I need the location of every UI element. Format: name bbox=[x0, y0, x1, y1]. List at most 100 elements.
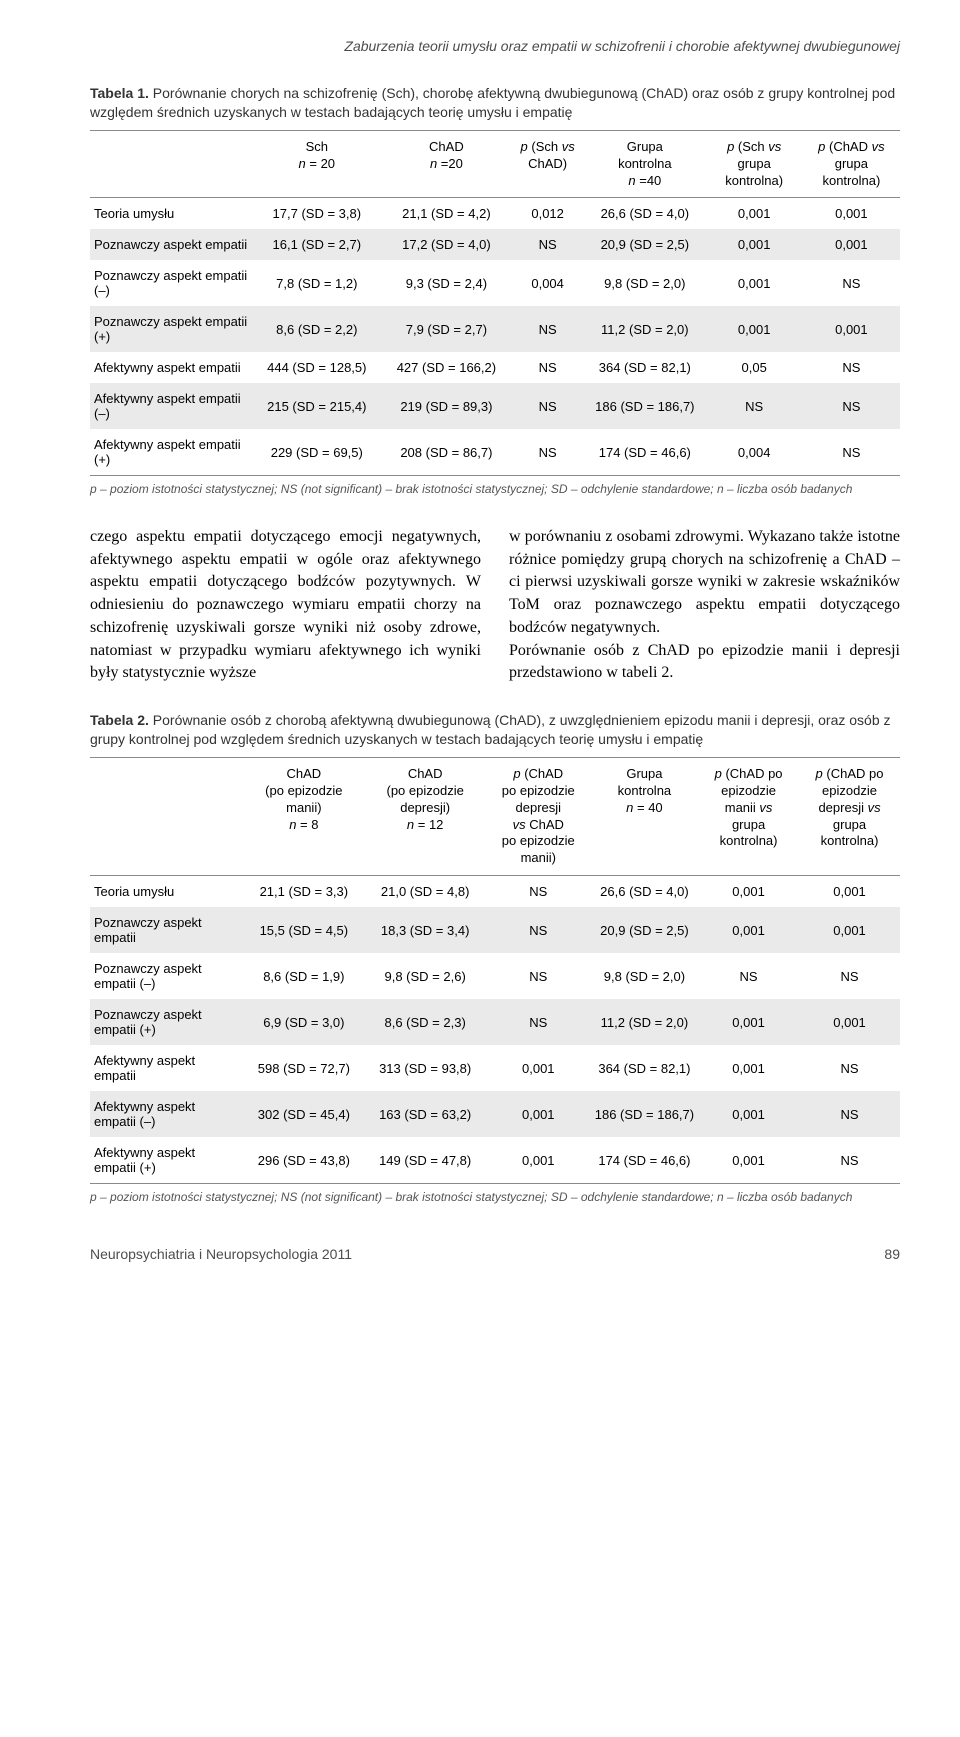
table1-label: Tabela 1. bbox=[90, 85, 149, 101]
table1-caption-text: Porównanie chorych na schizofrenię (Sch)… bbox=[90, 85, 895, 120]
table1-cell: 0,001 bbox=[803, 198, 900, 230]
body-columns: czego aspektu empatii dotyczącego emocji… bbox=[90, 526, 900, 685]
table2-caption-text: Porównanie osób z chorobą afektywną dwub… bbox=[90, 712, 891, 747]
table2-cell: NS bbox=[486, 907, 591, 953]
table2-cell: 6,9 (SD = 3,0) bbox=[243, 999, 364, 1045]
body-right: w porównaniu z osobami zdrowymi. Wykaza­… bbox=[509, 526, 900, 685]
table1: Schn = 20ChADn =20p (Sch vsChAD)Grupakon… bbox=[90, 130, 900, 477]
table2-cell: 186 (SD = 186,7) bbox=[591, 1091, 698, 1137]
table1-cell: 0,05 bbox=[706, 352, 803, 383]
table2-cell: 296 (SD = 43,8) bbox=[243, 1137, 364, 1184]
table1-cell: 215 (SD = 215,4) bbox=[252, 383, 382, 429]
table2-cell: Teoria umysłu bbox=[90, 876, 243, 908]
table1-cell: 0,004 bbox=[706, 429, 803, 476]
table1-cell: 0,001 bbox=[803, 306, 900, 352]
table1-cell: Afektywny aspekt empatii (–) bbox=[90, 383, 252, 429]
table1-cell: NS bbox=[511, 383, 584, 429]
table2-cell: NS bbox=[799, 953, 900, 999]
table2-cell: Afektywny aspekt empatii bbox=[90, 1045, 243, 1091]
table1-cell: 9,8 (SD = 2,0) bbox=[584, 260, 706, 306]
table1-cell: 0,001 bbox=[706, 198, 803, 230]
table2-cell: 9,8 (SD = 2,6) bbox=[365, 953, 486, 999]
table2-cell: 364 (SD = 82,1) bbox=[591, 1045, 698, 1091]
table2-header-cell: p (ChAD poepizodziedepresji vsgrupakontr… bbox=[799, 757, 900, 875]
table2-cell: 313 (SD = 93,8) bbox=[365, 1045, 486, 1091]
table1-cell: 219 (SD = 89,3) bbox=[382, 383, 512, 429]
table1-cell: Teoria umysłu bbox=[90, 198, 252, 230]
table2-header-row: ChAD(po epizodziemanii)n = 8ChAD(po epiz… bbox=[90, 757, 900, 875]
table1-row: Poznawczy aspekt empatii16,1 (SD = 2,7)1… bbox=[90, 229, 900, 260]
table2-header-cell: Grupakontrolnan = 40 bbox=[591, 757, 698, 875]
table1-footnote: p – poziom istotności statystycznej; NS … bbox=[90, 482, 900, 498]
table1-row: Afektywny aspekt empatii (+)229 (SD = 69… bbox=[90, 429, 900, 476]
table2-cell: NS bbox=[486, 876, 591, 908]
table1-row: Afektywny aspekt empatii444 (SD = 128,5)… bbox=[90, 352, 900, 383]
table1-cell: 427 (SD = 166,2) bbox=[382, 352, 512, 383]
table1-cell: NS bbox=[706, 383, 803, 429]
table2-cell: 0,001 bbox=[698, 907, 799, 953]
table1-header-cell: p (Sch vsChAD) bbox=[511, 130, 584, 198]
table1-cell: 17,7 (SD = 3,8) bbox=[252, 198, 382, 230]
table2-cell: 302 (SD = 45,4) bbox=[243, 1091, 364, 1137]
table1-cell: Afektywny aspekt empatii bbox=[90, 352, 252, 383]
table2-cell: 149 (SD = 47,8) bbox=[365, 1137, 486, 1184]
table2-cell: NS bbox=[698, 953, 799, 999]
table1-cell: Poznawczy aspekt empatii (+) bbox=[90, 306, 252, 352]
table2-cell: 21,1 (SD = 3,3) bbox=[243, 876, 364, 908]
table2-cell: Poznawczy aspekt empatii bbox=[90, 907, 243, 953]
table1-header-cell: ChADn =20 bbox=[382, 130, 512, 198]
table1-header-cell: p (Sch vsgrupa kontrolna) bbox=[706, 130, 803, 198]
table2-cell: 18,3 (SD = 3,4) bbox=[365, 907, 486, 953]
table1-cell: 0,012 bbox=[511, 198, 584, 230]
table1-cell: 186 (SD = 186,7) bbox=[584, 383, 706, 429]
running-head: Zaburzenia teorii umysłu oraz empatii w … bbox=[90, 38, 900, 54]
table2-cell: 0,001 bbox=[799, 999, 900, 1045]
table1-row: Poznawczy aspekt empatii (+)8,6 (SD = 2,… bbox=[90, 306, 900, 352]
table2-cell: Afektywny aspekt empatii (–) bbox=[90, 1091, 243, 1137]
body-left: czego aspektu empatii dotyczącego emocji… bbox=[90, 526, 481, 685]
table1-cell: 0,004 bbox=[511, 260, 584, 306]
table1-cell: Poznawczy aspekt empatii (–) bbox=[90, 260, 252, 306]
table2-label: Tabela 2. bbox=[90, 712, 149, 728]
table1-cell: 9,3 (SD = 2,4) bbox=[382, 260, 512, 306]
table1-header-cell: Grupakontrolnan =40 bbox=[584, 130, 706, 198]
table1-cell: NS bbox=[511, 429, 584, 476]
footer-page-number: 89 bbox=[884, 1246, 900, 1262]
table2-cell: NS bbox=[799, 1091, 900, 1137]
table1-cell: 26,6 (SD = 4,0) bbox=[584, 198, 706, 230]
table2-header-cell: ChAD(po epizodziemanii)n = 8 bbox=[243, 757, 364, 875]
table1-row: Afektywny aspekt empatii (–)215 (SD = 21… bbox=[90, 383, 900, 429]
table1-cell: 8,6 (SD = 2,2) bbox=[252, 306, 382, 352]
table2-header-cell: p (ChAD poepizodziemanii vsgrupakontroln… bbox=[698, 757, 799, 875]
table2-cell: 0,001 bbox=[698, 1137, 799, 1184]
table2-cell: 15,5 (SD = 4,5) bbox=[243, 907, 364, 953]
table1-header-cell bbox=[90, 130, 252, 198]
table2-cell: NS bbox=[486, 953, 591, 999]
table1-cell: 208 (SD = 86,7) bbox=[382, 429, 512, 476]
table2-cell: 0,001 bbox=[799, 907, 900, 953]
table1-header-cell: p (ChAD vsgrupa kontrolna) bbox=[803, 130, 900, 198]
table2-cell: 174 (SD = 46,6) bbox=[591, 1137, 698, 1184]
table1-cell: 16,1 (SD = 2,7) bbox=[252, 229, 382, 260]
table2-cell: Poznawczy aspekt empatii (+) bbox=[90, 999, 243, 1045]
table1-cell: 11,2 (SD = 2,0) bbox=[584, 306, 706, 352]
table2-cell: 8,6 (SD = 1,9) bbox=[243, 953, 364, 999]
table1-header-cell: Schn = 20 bbox=[252, 130, 382, 198]
table2-cell: 8,6 (SD = 2,3) bbox=[365, 999, 486, 1045]
table2-cell: 26,6 (SD = 4,0) bbox=[591, 876, 698, 908]
table1-cell: 21,1 (SD = 4,2) bbox=[382, 198, 512, 230]
table2-cell: 20,9 (SD = 2,5) bbox=[591, 907, 698, 953]
table2-cell: 0,001 bbox=[698, 1091, 799, 1137]
table1-cell: NS bbox=[511, 352, 584, 383]
table2-cell: 11,2 (SD = 2,0) bbox=[591, 999, 698, 1045]
table1-cell: NS bbox=[803, 383, 900, 429]
table2-cell: NS bbox=[799, 1045, 900, 1091]
table2-cell: 0,001 bbox=[799, 876, 900, 908]
table1-cell: 0,001 bbox=[803, 229, 900, 260]
table1-cell: 444 (SD = 128,5) bbox=[252, 352, 382, 383]
table2-row: Teoria umysłu21,1 (SD = 3,3)21,0 (SD = 4… bbox=[90, 876, 900, 908]
table2-cell: 0,001 bbox=[698, 1045, 799, 1091]
table2-row: Poznawczy aspekt empatii (+)6,9 (SD = 3,… bbox=[90, 999, 900, 1045]
table2-cell: 0,001 bbox=[486, 1045, 591, 1091]
table2-cell: NS bbox=[486, 999, 591, 1045]
